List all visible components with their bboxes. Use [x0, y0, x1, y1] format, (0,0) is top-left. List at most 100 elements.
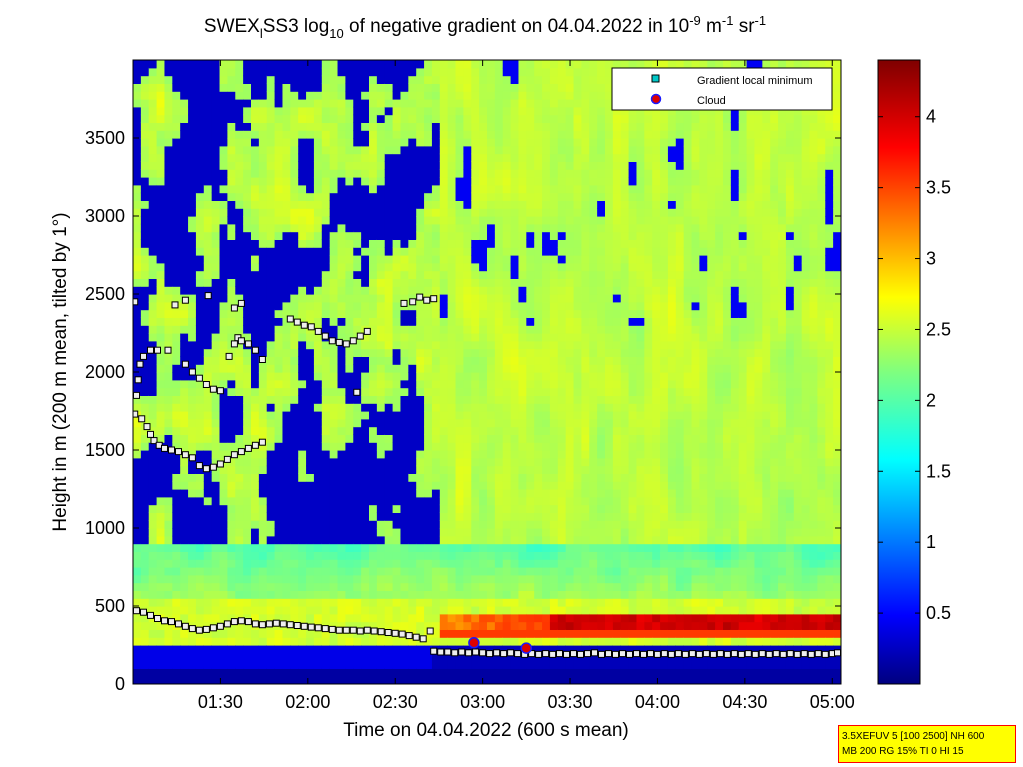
- heatmap-cell: [471, 481, 480, 490]
- heatmap-cell: [345, 676, 354, 684]
- heatmap-cell: [471, 145, 480, 155]
- heatmap-cell: [290, 333, 299, 342]
- heatmap-cell: [479, 91, 488, 100]
- heatmap-cell: [329, 551, 339, 560]
- heatmap-cell: [148, 418, 158, 428]
- heatmap-cell: [612, 278, 622, 287]
- heatmap-cell: [313, 177, 323, 186]
- heatmap-cell: [156, 582, 166, 591]
- heatmap-cell: [211, 223, 221, 233]
- heatmap-cell: [620, 434, 630, 443]
- heatmap-cell: [235, 364, 244, 373]
- heatmap-cell: [258, 504, 268, 513]
- heatmap-cell: [298, 340, 307, 350]
- heatmap-cell: [510, 231, 520, 240]
- heatmap-cell: [313, 67, 323, 77]
- heatmap-cell: [494, 340, 504, 350]
- heatmap-cell: [298, 590, 307, 599]
- heatmap-cell: [251, 231, 260, 240]
- heatmap-cell: [455, 520, 464, 529]
- heatmap-cell: [447, 582, 457, 591]
- heatmap-cell: [258, 192, 268, 201]
- heatmap-cell: [549, 67, 559, 77]
- heatmap-cell: [321, 481, 331, 490]
- heatmap-cell: [180, 582, 189, 591]
- heatmap-cell: [361, 395, 370, 404]
- heatmap-cell: [140, 317, 150, 326]
- heatmap-cell: [534, 325, 543, 334]
- heatmap-cell: [376, 489, 386, 498]
- heatmap-cell: [298, 551, 307, 560]
- heatmap-cell: [180, 637, 189, 646]
- heatmap-cell: [203, 496, 213, 506]
- heatmap-cell: [502, 192, 512, 201]
- heatmap-cell: [400, 637, 409, 646]
- heatmap-cell: [502, 301, 512, 311]
- heatmap-cell: [133, 130, 142, 139]
- heatmap-cell: [195, 91, 205, 100]
- heatmap-cell: [597, 356, 606, 365]
- heatmap-cell: [581, 356, 590, 365]
- heatmap-cell: [219, 590, 228, 599]
- heatmap-cell: [542, 457, 551, 467]
- heatmap-cell: [376, 450, 386, 459]
- heatmap-cell: [447, 262, 457, 272]
- heatmap-cell: [274, 67, 284, 77]
- heatmap-cell: [133, 613, 142, 623]
- heatmap-cell: [565, 138, 575, 147]
- heatmap-cell: [156, 621, 166, 630]
- heatmap-cell: [227, 567, 236, 576]
- heatmap-cell: [510, 567, 520, 576]
- heatmap-cell: [502, 496, 512, 506]
- heatmap-cell: [274, 512, 284, 521]
- heatmap-cell: [298, 122, 307, 131]
- heatmap-cell: [494, 192, 504, 201]
- heatmap-cell: [510, 239, 520, 248]
- heatmap-cell: [211, 473, 221, 482]
- heatmap-cell: [321, 489, 331, 498]
- heatmap-cell: [274, 465, 284, 474]
- heatmap-cell: [298, 387, 307, 396]
- heatmap-cell: [439, 83, 449, 92]
- heatmap-cell: [140, 551, 150, 560]
- heatmap-cell: [581, 387, 590, 396]
- heatmap-cell: [195, 348, 205, 357]
- heatmap-cell: [156, 512, 166, 521]
- heatmap-cell: [589, 645, 598, 654]
- heatmap-cell: [549, 192, 559, 201]
- heatmap-cell: [463, 317, 472, 326]
- heatmap-cell: [290, 356, 299, 365]
- heatmap-cell: [203, 223, 213, 233]
- heatmap-cell: [172, 629, 181, 638]
- heatmap-cell: [392, 403, 402, 412]
- heatmap-cell: [408, 567, 417, 576]
- heatmap-cell: [266, 294, 276, 303]
- heatmap-cell: [597, 481, 606, 490]
- heatmap-cell: [408, 169, 417, 178]
- heatmap-cell: [251, 551, 260, 560]
- heatmap-cell: [581, 184, 590, 194]
- heatmap-cell: [597, 645, 606, 654]
- heatmap-cell: [597, 333, 606, 342]
- heatmap-cell: [306, 286, 315, 295]
- heatmap-cell: [408, 426, 417, 435]
- heatmap-cell: [542, 247, 551, 256]
- heatmap-cell: [534, 395, 543, 404]
- heatmap-cell: [337, 106, 346, 116]
- heatmap-cell: [400, 535, 409, 545]
- heatmap-cell: [392, 450, 402, 459]
- heatmap-cell: [195, 465, 205, 474]
- heatmap-cell: [345, 387, 354, 396]
- heatmap-cell: [203, 138, 213, 147]
- heatmap-cell: [353, 465, 362, 474]
- heatmap-cell: [345, 216, 354, 225]
- heatmap-cell: [392, 239, 402, 248]
- heatmap-cell: [133, 582, 142, 591]
- heatmap-cell: [188, 99, 197, 108]
- heatmap-cell: [487, 411, 496, 420]
- heatmap-cell: [345, 122, 354, 131]
- heatmap-cell: [369, 434, 378, 443]
- heatmap-cell: [148, 403, 158, 412]
- heatmap-cell: [589, 403, 598, 412]
- heatmap-cell: [502, 574, 512, 584]
